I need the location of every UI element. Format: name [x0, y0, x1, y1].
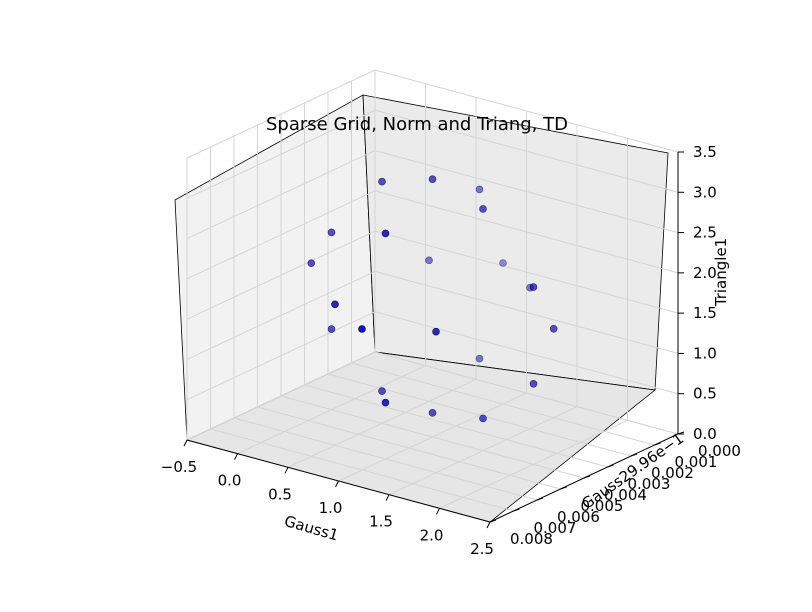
y-tick-label: 0.003 — [628, 475, 671, 493]
scatter-point — [479, 205, 487, 213]
x-tick-mark — [234, 453, 238, 460]
chart-title: Sparse Grid, Norm and Triang, TD — [266, 114, 568, 135]
y-tick-label: 0.008 — [510, 530, 553, 548]
scatter-point — [475, 185, 484, 194]
z-grid-back — [374, 311, 679, 395]
x-tick-mark — [436, 508, 440, 515]
y-tick-label: 0.002 — [651, 464, 694, 482]
scatter-point — [327, 228, 336, 237]
y-grid-floor — [233, 417, 538, 501]
z-grid-back — [374, 230, 679, 314]
x-axis-line — [186, 439, 491, 523]
y-tick-label: 0.006 — [557, 508, 600, 526]
scatter-point — [529, 283, 538, 291]
grid-lines — [186, 69, 679, 523]
scatter-point — [428, 409, 437, 417]
scatter-point — [331, 300, 339, 309]
z-grid-left — [186, 351, 376, 441]
y-tick-label: 0.004 — [604, 486, 647, 504]
data-points — [307, 175, 558, 423]
z-grid-left — [186, 109, 376, 199]
y-grid-floor — [304, 384, 608, 468]
tick-marks: −0.50.00.51.01.52.02.50.0000.0010.0020.0… — [161, 143, 741, 558]
scatter-point — [425, 256, 433, 265]
x-tick-label: 1.0 — [319, 499, 343, 517]
scatter-point — [479, 414, 487, 423]
scatter-point — [475, 354, 484, 363]
y-tick-label: 0.005 — [581, 497, 624, 515]
y-grid-floor — [210, 428, 514, 512]
y-grid-floor — [327, 373, 632, 457]
x-tick-mark — [335, 480, 339, 488]
z-grid-left — [186, 230, 376, 320]
scatter-point — [529, 379, 538, 388]
z-tick-label: 2.5 — [693, 224, 717, 242]
z-tick-label: 3.5 — [693, 143, 717, 161]
x-tick-mark — [486, 521, 491, 529]
scatter-point — [428, 175, 437, 183]
z-grid-left — [186, 270, 376, 360]
z-tick-label: 1.0 — [693, 344, 717, 362]
z-tick-label: 3.0 — [693, 183, 717, 201]
y-grid-floor — [351, 362, 655, 446]
z-tick-label: 1.5 — [693, 304, 717, 322]
z-grid-back — [374, 190, 679, 274]
scatter-point — [432, 327, 440, 336]
scatter-point — [378, 387, 386, 395]
scatter-point — [358, 325, 366, 333]
x-tick-mark — [183, 439, 188, 447]
y-tick-label: 0.000 — [698, 442, 741, 460]
scatter-point — [549, 324, 558, 333]
z-grid-left — [186, 150, 376, 240]
scatter-point — [378, 177, 386, 186]
z-grid-back — [374, 69, 679, 153]
pane-back — [362, 94, 669, 391]
y-grid-floor — [280, 395, 585, 479]
y-grid-floor — [257, 406, 561, 490]
scatter-point — [307, 259, 316, 268]
z-grid-left — [186, 311, 376, 401]
x-tick-label: −0.5 — [161, 458, 197, 476]
z-grid-back — [374, 150, 679, 234]
z-axis-label: Triangle1 — [712, 238, 730, 307]
z-tick-label: 0.5 — [693, 385, 717, 403]
z-grid-back — [374, 270, 679, 354]
z-grid-left — [186, 190, 376, 280]
scatter-point — [327, 325, 336, 333]
z-tick-label: 2.0 — [693, 264, 717, 282]
x-tick-label: 0.0 — [218, 472, 242, 490]
z-grid-back — [374, 109, 679, 193]
scatter-point — [499, 259, 507, 267]
x-tick-mark — [385, 494, 390, 501]
x-tick-mark — [284, 467, 289, 474]
z-grid-back — [374, 351, 679, 435]
y-axis-line — [489, 433, 679, 523]
z-tick-label: 0.0 — [693, 425, 717, 443]
x-tick-label: 0.5 — [268, 485, 292, 503]
scatter-point — [381, 229, 390, 238]
x-tick-label: 2.5 — [470, 540, 494, 558]
x-tick-label: 2.0 — [420, 526, 444, 544]
y-tick-label: 0.001 — [675, 453, 718, 471]
scatter-point — [381, 398, 390, 407]
z-grid-left — [186, 69, 376, 159]
y-tick-label: 0.007 — [534, 519, 577, 537]
x-tick-label: 1.5 — [369, 513, 393, 531]
